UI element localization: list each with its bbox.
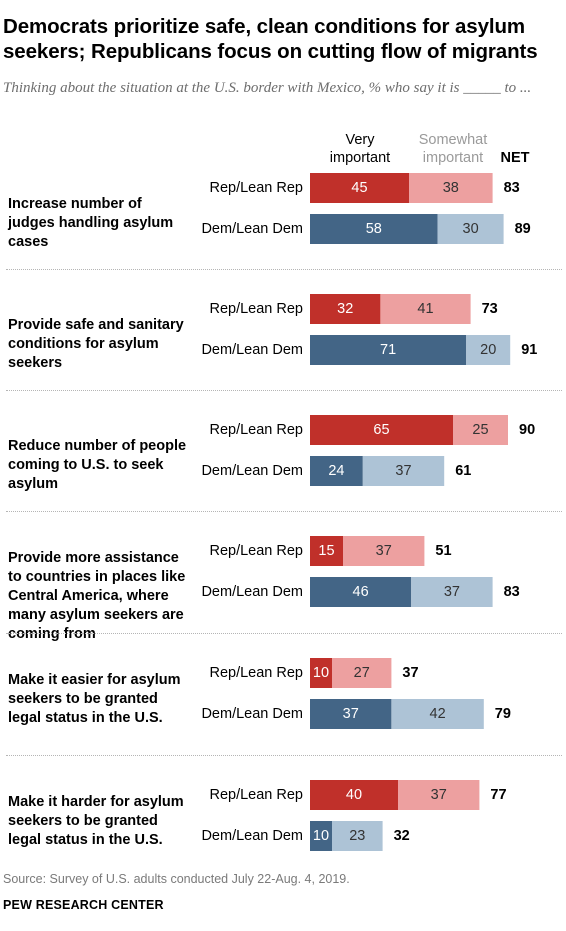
value-label-very: 40 <box>346 787 362 803</box>
bar-very-important <box>310 780 398 810</box>
group-label: Rep/Lean Rep <box>209 422 303 438</box>
bar-somewhat-important <box>411 577 493 607</box>
group-label: Rep/Lean Rep <box>209 543 303 559</box>
chart-subtitle: Thinking about the situation at the U.S.… <box>3 80 532 96</box>
group-label: Dem/Lean Dem <box>201 828 303 844</box>
question-label: Provide safe and sanitary conditions for… <box>8 317 184 371</box>
bar-somewhat-important <box>466 335 511 365</box>
value-label-very: 58 <box>366 221 382 237</box>
value-label-somewhat: 25 <box>472 422 488 438</box>
value-label-somewhat: 41 <box>417 301 433 317</box>
bar-very-important <box>310 294 381 324</box>
bar-very-important <box>310 173 409 203</box>
group-label: Dem/Lean Dem <box>201 463 303 479</box>
header-very-important: Very important <box>329 132 391 166</box>
value-label-somewhat: 30 <box>463 221 479 237</box>
bar-very-important <box>310 456 363 486</box>
bar-somewhat-important <box>437 214 504 244</box>
value-label-net: 61 <box>455 463 471 479</box>
question-label: Reduce number of people coming to U.S. t… <box>8 438 187 492</box>
group-separator <box>6 755 562 756</box>
value-label-somewhat: 23 <box>349 828 365 844</box>
value-label-very: 65 <box>373 422 389 438</box>
value-label-net: 91 <box>521 342 537 358</box>
value-label-somewhat: 27 <box>354 665 370 681</box>
header-net: NET <box>500 150 530 166</box>
value-label-somewhat: 38 <box>443 180 459 196</box>
value-label-net: 73 <box>482 301 498 317</box>
value-label-net: 51 <box>435 543 451 559</box>
value-label-net: 37 <box>402 665 418 681</box>
group-separator <box>6 269 562 270</box>
group-label: Dem/Lean Dem <box>201 342 303 358</box>
source-note: Source: Survey of U.S. adults conducted … <box>3 872 350 886</box>
value-label-somewhat: 20 <box>480 342 496 358</box>
value-label-very: 45 <box>351 180 367 196</box>
question-label: Make it easier for asylum seekers to be … <box>8 671 181 726</box>
bar-somewhat-important <box>398 780 480 810</box>
group-separator <box>6 390 562 391</box>
value-label-somewhat: 37 <box>444 584 460 600</box>
bar-very-important <box>310 214 438 244</box>
value-label-very: 37 <box>343 706 359 722</box>
bar-somewhat-important <box>453 415 508 445</box>
value-label-very: 71 <box>380 342 396 358</box>
bar-very-important <box>310 699 392 729</box>
question-label: Provide more assistance to countries in … <box>8 549 186 642</box>
bar-very-important <box>310 415 453 445</box>
value-label-net: 89 <box>515 221 531 237</box>
bar-somewhat-important <box>332 821 383 851</box>
value-label-very: 46 <box>353 584 369 600</box>
group-label: Dem/Lean Dem <box>201 584 303 600</box>
value-label-very: 32 <box>337 301 353 317</box>
value-label-net: 79 <box>495 706 511 722</box>
value-label-very: 24 <box>328 463 344 479</box>
question-label: Make it harder for asylum seekers to be … <box>8 793 184 848</box>
value-label-net: 77 <box>490 787 506 803</box>
bar-very-important <box>310 821 332 851</box>
bar-somewhat-important <box>343 536 425 566</box>
value-label-net: 32 <box>394 828 410 844</box>
value-label-very: 10 <box>313 665 329 681</box>
bar-very-important <box>310 577 412 607</box>
bar-somewhat-important <box>332 658 392 688</box>
value-label-net: 83 <box>504 180 520 196</box>
credit-line: PEW RESEARCH CENTER <box>3 898 164 912</box>
group-separator <box>6 633 562 634</box>
bar-somewhat-important <box>391 699 484 729</box>
chart-title: Democrats prioritize safe, clean conditi… <box>3 15 538 63</box>
value-label-somewhat: 42 <box>430 706 446 722</box>
question-label: Increase number of judges handling asylu… <box>8 196 174 250</box>
bar-very-important <box>310 335 467 365</box>
bar-very-important <box>310 536 343 566</box>
header-somewhat-important: Somewhat important <box>418 132 488 166</box>
group-label: Dem/Lean Dem <box>201 221 303 237</box>
value-label-net: 90 <box>519 422 535 438</box>
bar-very-important <box>310 658 332 688</box>
group-label: Dem/Lean Dem <box>201 706 303 722</box>
group-label: Rep/Lean Rep <box>209 665 303 681</box>
bar-somewhat-important <box>409 173 493 203</box>
value-label-very: 10 <box>313 828 329 844</box>
group-label: Rep/Lean Rep <box>209 301 303 317</box>
bar-somewhat-important <box>380 294 471 324</box>
value-label-net: 83 <box>504 584 520 600</box>
group-label: Rep/Lean Rep <box>209 180 303 196</box>
value-label-very: 15 <box>318 543 334 559</box>
group-separator <box>6 511 562 512</box>
value-label-somewhat: 37 <box>431 787 447 803</box>
value-label-somewhat: 37 <box>395 463 411 479</box>
bar-somewhat-important <box>362 456 445 486</box>
value-label-somewhat: 37 <box>376 543 392 559</box>
group-label: Rep/Lean Rep <box>209 787 303 803</box>
